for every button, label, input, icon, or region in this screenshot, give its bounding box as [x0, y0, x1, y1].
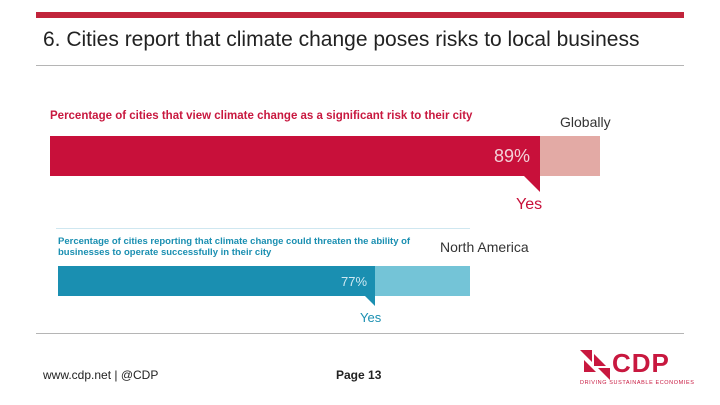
chart-panel-north-america — [56, 228, 470, 229]
chart-title-north-america: Percentage of cities reporting that clim… — [58, 236, 411, 258]
footer-url[interactable]: www.cdp.net | @CDP — [43, 368, 159, 382]
north-america-value-label: 77% — [341, 273, 368, 289]
slide-title: 6. Cities report that climate change pos… — [43, 28, 640, 51]
cdp-logo-icon — [580, 350, 610, 380]
global-bar-chart: 89% — [50, 136, 600, 176]
cdp-logo: CDP DRIVING SUSTAINABLE ECONOMIES — [578, 346, 694, 390]
global-value-label: 89% — [494, 145, 531, 166]
north-america-category-label: Yes — [360, 310, 382, 325]
cdp-logo-wordmark: CDP — [612, 348, 670, 378]
chart-title-global: Percentage of cities that view climate c… — [50, 110, 473, 122]
north-america-bar-yes — [58, 266, 375, 296]
global-bar-yes — [50, 136, 540, 176]
title-divider — [36, 65, 684, 66]
footer-divider — [36, 333, 684, 334]
global-yes-marker — [524, 176, 540, 192]
region-label-north-america: North America — [440, 239, 529, 255]
global-category-label: Yes — [516, 196, 543, 213]
north-america-bar-chart: 77% — [58, 266, 470, 296]
page-number: Page 13 — [336, 368, 382, 382]
top-accent-bar — [36, 12, 684, 18]
north-america-yes-marker — [365, 296, 375, 306]
cdp-logo-tagline: DRIVING SUSTAINABLE ECONOMIES — [580, 380, 695, 386]
region-label-global: Globally — [560, 114, 611, 130]
